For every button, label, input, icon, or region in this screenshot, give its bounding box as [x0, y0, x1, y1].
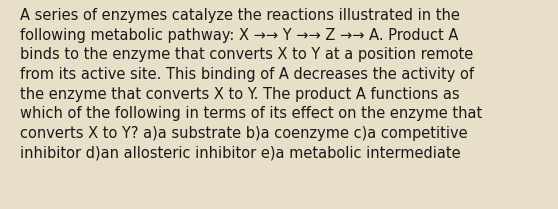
- Text: A series of enzymes catalyze the reactions illustrated in the
following metaboli: A series of enzymes catalyze the reactio…: [20, 8, 482, 160]
